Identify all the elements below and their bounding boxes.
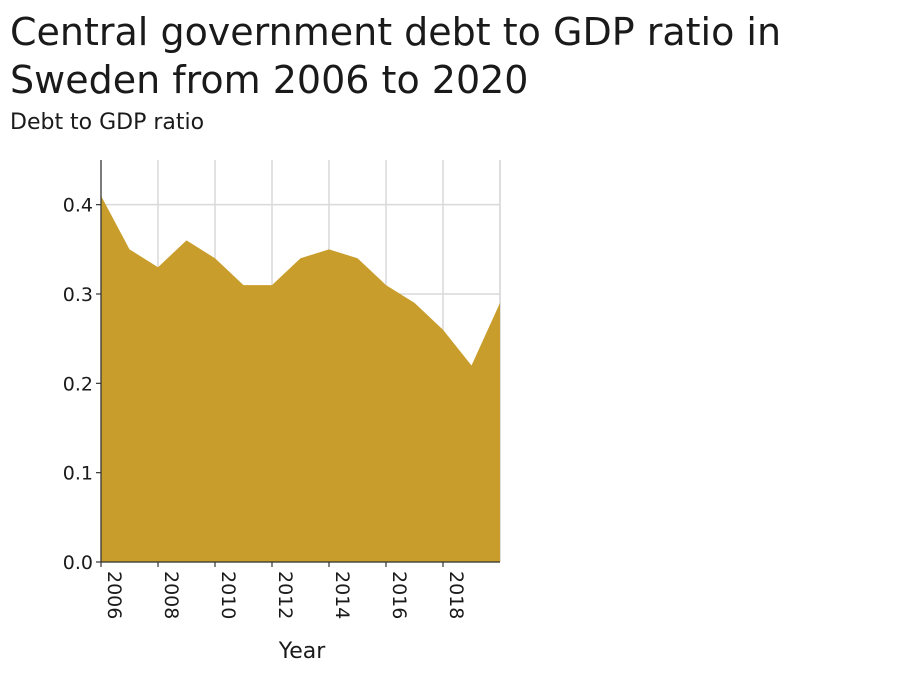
x-tick-label: 2014 [331,571,353,619]
x-tick-label: 2016 [388,571,410,619]
x-axis-label: Year [278,639,327,664]
x-tick-label: 2018 [445,571,467,619]
y-tick-label: 0.1 [63,463,93,485]
y-tick-label: 0.4 [63,195,93,217]
x-tick-label: 2008 [160,571,182,619]
x-tick-label: 2006 [103,571,125,619]
y-tick-label: 0.3 [63,284,93,306]
x-tick-label: 2012 [274,571,296,619]
y-tick-label: 0.0 [63,552,93,574]
y-tick-label: 0.2 [63,373,93,395]
x-tick-label: 2010 [217,571,239,619]
